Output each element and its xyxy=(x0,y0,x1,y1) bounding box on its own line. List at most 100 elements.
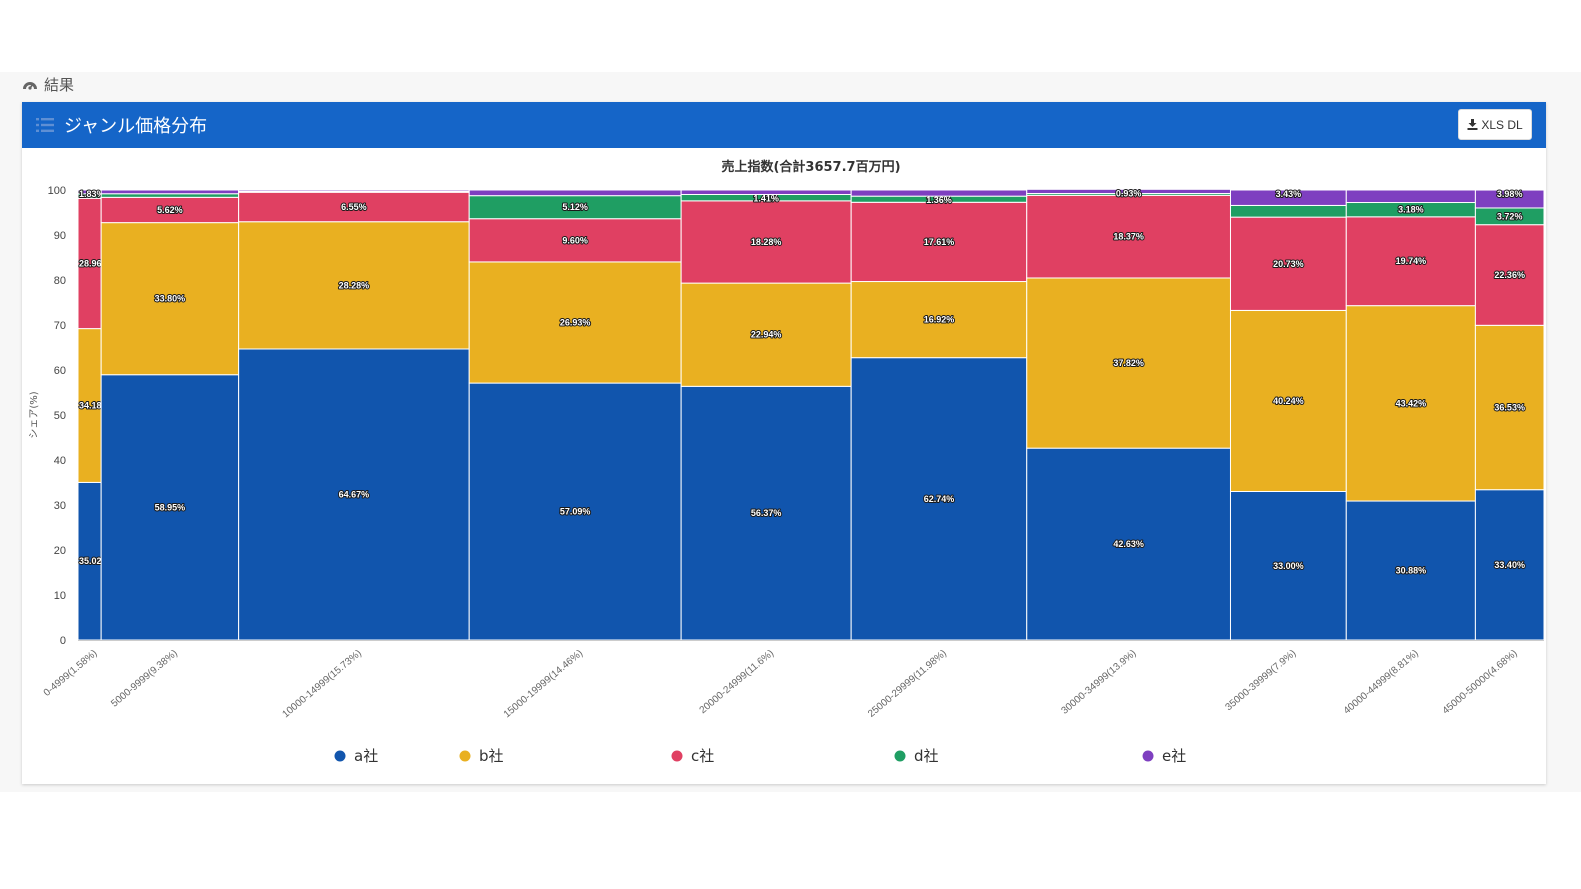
bar-segment xyxy=(850,189,1028,197)
y-axis-label: シェア(%) xyxy=(29,391,40,438)
bar-segment xyxy=(238,191,470,223)
bar-segment xyxy=(680,385,852,641)
legend-label: d社 xyxy=(914,747,939,765)
data-label: 5.12% xyxy=(562,202,588,212)
y-tick-label: 0 xyxy=(60,635,66,647)
y-tick-label: 20 xyxy=(54,545,66,557)
data-label: 3.98% xyxy=(1497,189,1523,199)
data-label: 30.88% xyxy=(1396,566,1427,576)
data-label: 22.36% xyxy=(1494,270,1525,280)
x-tick-label: 20000-24999(11.6%) xyxy=(698,648,776,716)
section-header: 結果 xyxy=(22,74,74,94)
bar-segment xyxy=(850,281,1028,359)
download-icon xyxy=(1467,119,1478,130)
x-tick-label: 10000-14999(15.73%) xyxy=(281,648,364,720)
data-label: 33.00% xyxy=(1273,561,1304,571)
data-label: 42.63% xyxy=(1113,539,1144,549)
data-label: 37.82% xyxy=(1113,358,1144,368)
data-label: 1.36% xyxy=(926,195,952,205)
bar-segment xyxy=(100,189,240,195)
bar-segment xyxy=(1229,491,1347,641)
chart-panel: ジャンル価格分布 XLS DL 売上指数(合計3657.7百万円) 0 10 20 30… xyxy=(22,102,1546,784)
data-label: 62.74% xyxy=(924,494,955,504)
list-icon xyxy=(36,118,54,132)
x-tick-label: 15000-19999(14.46%) xyxy=(502,648,585,720)
data-label: 3.18% xyxy=(1398,205,1424,215)
data-label: 3.72% xyxy=(1497,211,1523,221)
legend-marker xyxy=(334,750,346,762)
data-label: 16.92% xyxy=(924,315,955,325)
data-label: 40.24% xyxy=(1273,396,1304,406)
data-label: 22.94% xyxy=(751,330,782,340)
chart-title: 売上指数(合計3657.7百万円) xyxy=(721,159,900,175)
y-tick-label: 60 xyxy=(54,365,66,377)
bar-segment xyxy=(1345,305,1476,502)
bar-segment xyxy=(680,282,852,387)
xls-download-label: XLS DL xyxy=(1481,117,1523,132)
data-label: 57.09% xyxy=(560,507,591,517)
bar-segment xyxy=(1345,216,1476,307)
bar-segment xyxy=(1229,309,1347,492)
legend-label: e社 xyxy=(1162,747,1186,765)
data-label: 33.80% xyxy=(155,294,186,304)
data-label: 1.83% xyxy=(79,189,105,199)
data-label: 5.62% xyxy=(157,205,183,215)
x-tick-label: 0-4999(1.58%) xyxy=(42,648,100,699)
y-tick-label: 30 xyxy=(54,500,66,512)
y-tick-label: 10 xyxy=(54,590,66,602)
bar-segment xyxy=(100,374,240,641)
legend-marker xyxy=(671,750,683,762)
legend-marker xyxy=(1142,750,1154,762)
bar-segment xyxy=(680,200,852,284)
y-tick-label: 90 xyxy=(54,230,66,242)
x-tick-label: 5000-9999(9.38%) xyxy=(109,648,180,710)
bar-segment xyxy=(468,382,682,641)
bar-segment xyxy=(1345,500,1476,641)
bar-segment xyxy=(100,193,240,198)
bar-segment xyxy=(1345,189,1476,204)
data-label: 19.74% xyxy=(1396,256,1427,266)
x-tick-label: 45000-50000(4.68%) xyxy=(1441,648,1520,717)
y-tick-label: 50 xyxy=(54,410,66,422)
x-tick-label: 25000-29999(11.98%) xyxy=(866,648,949,720)
legend-marker xyxy=(894,750,906,762)
bar-segment xyxy=(1229,204,1347,218)
data-label: 26.93% xyxy=(560,318,591,328)
data-label: 9.60% xyxy=(562,235,588,245)
panel-title: ジャンル価格分布 xyxy=(64,116,208,137)
bar-segment xyxy=(100,222,240,376)
data-label: 3.43% xyxy=(1276,189,1302,199)
y-tick-label: 80 xyxy=(54,275,66,287)
panel-header: ジャンル価格分布 XLS DL xyxy=(22,102,1546,148)
x-tick-label: 30000-34999(13.9%) xyxy=(1059,648,1138,717)
bar-segment xyxy=(1474,489,1545,641)
legend-label: c社 xyxy=(691,747,714,765)
section-title: 結果 xyxy=(44,75,75,94)
data-label: 0.93% xyxy=(1116,188,1142,198)
bar-segment xyxy=(468,189,682,197)
x-tick-label: 35000-39999(7.9%) xyxy=(1224,648,1299,713)
data-label: 18.28% xyxy=(751,237,782,247)
data-label: 36.53% xyxy=(1494,403,1525,413)
bar-segment xyxy=(1474,189,1545,209)
bar-segment xyxy=(468,261,682,384)
data-label: 1.41% xyxy=(753,194,779,204)
bar-segment xyxy=(238,348,470,641)
data-label: 64.67% xyxy=(339,489,370,499)
data-label: 58.95% xyxy=(155,502,186,512)
legend-marker xyxy=(459,750,471,762)
data-label: 56.37% xyxy=(751,508,782,518)
y-tick-label: 100 xyxy=(48,185,66,197)
data-label: 18.37% xyxy=(1113,232,1144,242)
bar-segment xyxy=(1026,194,1231,279)
y-tick-label: 40 xyxy=(54,455,66,467)
xls-download-button[interactable]: XLS DL xyxy=(1458,109,1532,140)
bar-segment xyxy=(680,189,852,195)
data-label: 20.73% xyxy=(1273,259,1304,269)
data-label: 17.61% xyxy=(924,237,955,247)
data-label: 6.55% xyxy=(341,202,367,212)
legend-label: a社 xyxy=(354,747,378,765)
marimekko-chart: 売上指数(合計3657.7百万円) 0 10 20 30 40 50 60 70 80 90 100 シ… xyxy=(29,159,1545,765)
legend-label: b社 xyxy=(479,747,504,765)
bar-segment xyxy=(468,218,682,263)
